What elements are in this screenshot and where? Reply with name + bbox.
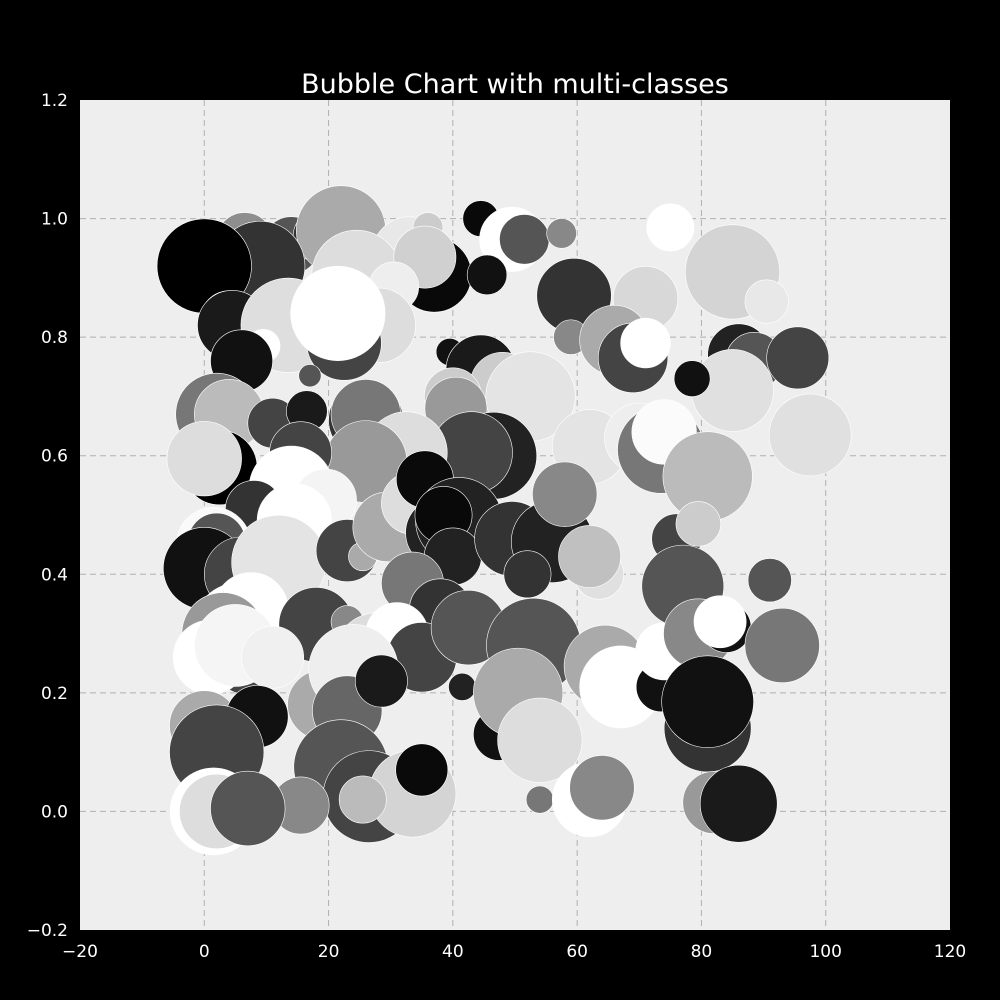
bubble-point bbox=[661, 655, 754, 749]
x-tick-label: 40 bbox=[442, 942, 464, 962]
x-tick-label: 80 bbox=[691, 942, 713, 962]
bubble-point bbox=[673, 360, 711, 397]
bubble-point bbox=[338, 775, 387, 824]
x-tick-label: 120 bbox=[934, 942, 966, 962]
bubble-point bbox=[448, 672, 477, 701]
bubble-point bbox=[620, 317, 671, 369]
bubble-point bbox=[503, 550, 552, 599]
bubble-point bbox=[354, 654, 408, 708]
bubble-point bbox=[546, 218, 577, 249]
y-tick-label: −0.2 bbox=[27, 921, 68, 941]
bubble-point bbox=[290, 265, 386, 361]
bubble-point bbox=[466, 254, 508, 296]
bubble-point bbox=[646, 203, 695, 252]
bubble-point bbox=[497, 697, 583, 783]
bubbles bbox=[156, 185, 852, 856]
bubble-point bbox=[693, 595, 747, 649]
bubble-point bbox=[166, 421, 242, 497]
bubble-point bbox=[499, 214, 550, 265]
x-tick-label: 60 bbox=[566, 942, 588, 962]
bubble-point bbox=[768, 393, 852, 477]
y-tick-label: 0.2 bbox=[41, 684, 68, 704]
bubble-point bbox=[241, 625, 305, 689]
bubble-point bbox=[766, 326, 830, 390]
bubble-point bbox=[744, 607, 820, 684]
y-tick-label: 0.6 bbox=[41, 447, 68, 467]
bubble-point bbox=[395, 743, 449, 797]
bubble-point bbox=[525, 785, 554, 814]
y-tick-label: 0.4 bbox=[41, 565, 68, 585]
bubble-point bbox=[210, 770, 286, 847]
y-tick-label: 0.0 bbox=[41, 802, 68, 822]
y-axis-ticks: −0.2 0.0 0.2 0.4 0.6 0.8 1.0 1.2 bbox=[27, 91, 68, 941]
bubble-point bbox=[675, 501, 721, 547]
x-tick-label: 100 bbox=[809, 942, 841, 962]
x-tick-label: −20 bbox=[62, 942, 98, 962]
bubble-point bbox=[747, 558, 792, 603]
bubble-point bbox=[744, 279, 789, 324]
bubble-point bbox=[298, 364, 322, 388]
bubble-point bbox=[558, 525, 621, 588]
bubble-point bbox=[532, 461, 598, 527]
y-tick-label: 0.8 bbox=[41, 328, 68, 348]
x-tick-label: 20 bbox=[318, 942, 340, 962]
y-tick-label: 1.0 bbox=[41, 210, 68, 230]
x-tick-label: 0 bbox=[199, 942, 210, 962]
x-axis-ticks: −20 0 20 40 60 80 100 120 bbox=[62, 942, 966, 962]
y-tick-label: 1.2 bbox=[41, 91, 68, 111]
bubble-point bbox=[569, 755, 635, 821]
bubble-point bbox=[699, 764, 778, 843]
chart-title: Bubble Chart with multi-classes bbox=[301, 69, 729, 100]
